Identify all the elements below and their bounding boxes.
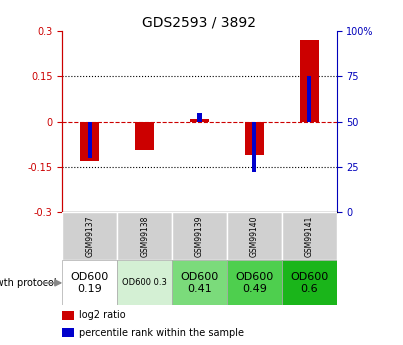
Title: GDS2593 / 3892: GDS2593 / 3892 bbox=[143, 16, 256, 30]
Bar bbox=[62, 310, 74, 320]
Bar bbox=[62, 212, 117, 260]
Text: GSM99137: GSM99137 bbox=[85, 216, 94, 257]
Bar bbox=[197, 112, 202, 122]
Bar bbox=[117, 212, 172, 260]
Text: percentile rank within the sample: percentile rank within the sample bbox=[79, 328, 244, 337]
Text: log2 ratio: log2 ratio bbox=[79, 310, 126, 320]
Bar bbox=[227, 260, 282, 305]
Text: GSM99139: GSM99139 bbox=[195, 216, 204, 257]
Text: GSM99138: GSM99138 bbox=[140, 216, 149, 257]
Text: GSM99140: GSM99140 bbox=[250, 216, 259, 257]
Bar bbox=[190, 119, 209, 122]
Bar bbox=[117, 260, 172, 305]
Text: GSM99141: GSM99141 bbox=[305, 216, 314, 257]
Bar bbox=[135, 122, 154, 150]
Bar bbox=[245, 122, 264, 155]
Bar bbox=[282, 260, 337, 305]
Text: OD600
0.41: OD600 0.41 bbox=[181, 272, 218, 294]
Bar bbox=[172, 212, 227, 260]
Text: growth protocol: growth protocol bbox=[0, 278, 57, 288]
Text: OD600 0.3: OD600 0.3 bbox=[122, 278, 167, 287]
Bar bbox=[62, 260, 117, 305]
Bar bbox=[172, 260, 227, 305]
Bar bbox=[252, 122, 256, 172]
Bar bbox=[80, 122, 100, 161]
Bar bbox=[227, 212, 282, 260]
Text: OD600
0.6: OD600 0.6 bbox=[290, 272, 328, 294]
Bar bbox=[299, 40, 319, 122]
Bar bbox=[62, 328, 74, 337]
Text: OD600
0.19: OD600 0.19 bbox=[71, 272, 109, 294]
Bar bbox=[88, 122, 92, 158]
Text: OD600
0.49: OD600 0.49 bbox=[235, 272, 273, 294]
Bar bbox=[307, 76, 311, 122]
Bar bbox=[282, 212, 337, 260]
